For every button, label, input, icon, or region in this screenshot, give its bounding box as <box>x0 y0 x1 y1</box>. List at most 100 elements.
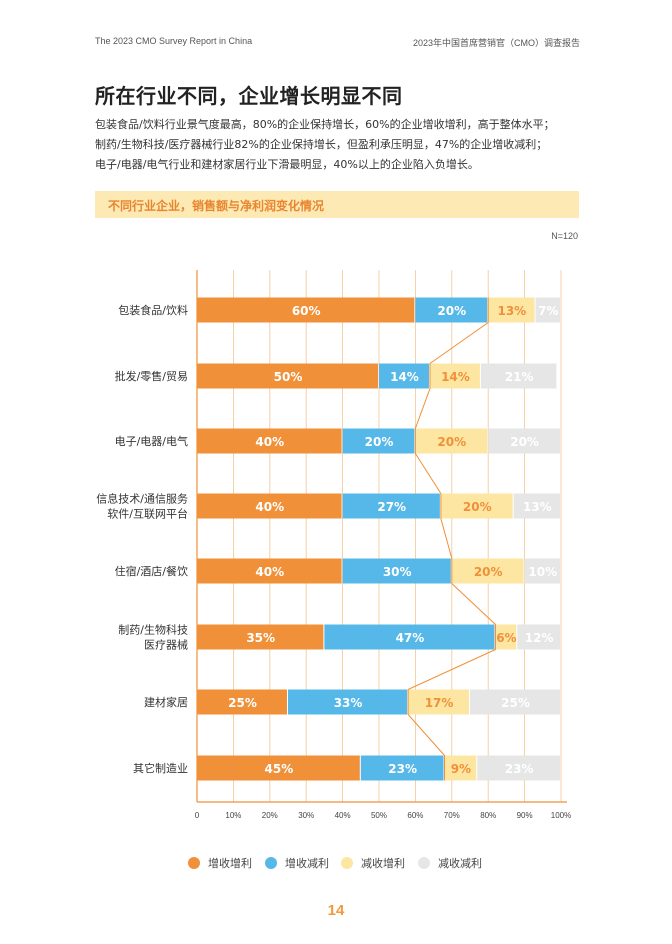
sample-size: N=120 <box>551 231 578 241</box>
description-line: 包装食品/饮料行业景气度最高，80%的企业保持增长，60%的企业增收增利，高于整… <box>95 118 555 131</box>
legend-swatch <box>341 857 353 869</box>
data-label: 40% <box>255 500 284 514</box>
category-label: 包装食品/饮料 <box>118 303 188 317</box>
bar-segment <box>342 493 440 519</box>
legend-item: 减收增利 <box>341 853 405 873</box>
bar-segment <box>197 755 360 781</box>
data-label: 27% <box>377 500 406 514</box>
category-label: 信息技术/通信服务 <box>96 492 188 506</box>
data-label: 33% <box>334 696 363 710</box>
data-label: 40% <box>255 435 284 449</box>
x-tick-label: 80% <box>480 811 496 820</box>
bar-segment <box>408 689 469 715</box>
page-title: 所在行业不同，企业增长明显不同 <box>95 84 403 108</box>
bar-segment <box>342 428 415 454</box>
data-label: 47% <box>396 631 425 645</box>
category-label: 软件/互联网平台 <box>107 507 188 521</box>
bar-segment <box>440 493 513 519</box>
data-label: 40% <box>255 565 284 579</box>
data-label: 6% <box>496 631 516 645</box>
chart-title: 不同行业企业，销售额与净利润变化情况 <box>108 199 325 213</box>
bar-segment <box>480 363 557 389</box>
data-label: 20% <box>510 435 539 449</box>
bar-segment <box>429 363 480 389</box>
x-tick-label: 50% <box>371 811 387 820</box>
legend-label: 增收减利 <box>285 857 329 870</box>
data-label: 13% <box>497 304 526 318</box>
legend-item: 增收减利 <box>265 853 329 873</box>
chart-legend: 增收增利 增收减利 减收增利 减收减利 <box>0 853 672 873</box>
legend-item: 减收减利 <box>418 853 482 873</box>
data-label: 60% <box>292 304 321 318</box>
legend-swatch <box>188 857 200 869</box>
bar-segment <box>488 428 560 454</box>
bar-segment <box>517 624 560 650</box>
bar-segment <box>524 558 560 584</box>
bar-segment <box>444 755 477 781</box>
bar-segment <box>197 493 342 519</box>
bar-segment <box>197 624 324 650</box>
data-label: 20% <box>474 565 503 579</box>
bar-segment <box>197 428 342 454</box>
category-label: 批发/零售/贸易 <box>115 369 188 383</box>
bar-segment <box>197 363 378 389</box>
x-tick-label: 70% <box>444 811 460 820</box>
data-label: 20% <box>365 435 394 449</box>
data-label: 25% <box>501 696 530 710</box>
x-tick-label: 100% <box>551 811 571 820</box>
legend-label: 减收减利 <box>438 857 482 870</box>
data-label: 30% <box>383 565 412 579</box>
bar-segment <box>477 755 560 781</box>
category-label: 电子/电器/电气 <box>115 434 188 448</box>
bar-segment <box>197 297 415 323</box>
data-label: 20% <box>437 435 466 449</box>
data-label: 25% <box>228 696 257 710</box>
bar-segment <box>197 689 287 715</box>
description-line: 制药/生物科技/医疗器械行业82%的企业保持增长，但盈利承压明显，47%的企业增… <box>95 138 548 151</box>
bar-segment <box>415 428 488 454</box>
description: 包装食品/饮料行业景气度最高，80%的企业保持增长，60%的企业增收增利，高于整… <box>95 115 575 175</box>
data-label: 9% <box>451 762 471 776</box>
bar-segment <box>513 493 560 519</box>
bar-segment <box>288 689 408 715</box>
bar-segment <box>495 624 517 650</box>
x-tick-label: 40% <box>335 811 351 820</box>
x-tick-label: 90% <box>517 811 533 820</box>
bar-segment <box>451 558 524 584</box>
data-label: 35% <box>246 631 275 645</box>
legend-item: 增收增利 <box>188 853 252 873</box>
legend-swatch <box>265 857 277 869</box>
page-number: 14 <box>327 902 345 919</box>
x-tick-label: 60% <box>407 811 423 820</box>
report-title-cn: 2023年中国首席营销官（CMO）调查报告 <box>412 38 580 48</box>
report-title-en: The 2023 CMO Survey Report in China <box>95 36 253 46</box>
data-label: 12% <box>525 631 554 645</box>
legend-label: 减收增利 <box>361 857 405 870</box>
bar-segment <box>342 558 451 584</box>
x-tick-label: 30% <box>298 811 314 820</box>
data-label: 45% <box>265 762 294 776</box>
category-label: 医疗器械 <box>144 638 188 652</box>
legend-label: 增收增利 <box>208 857 252 870</box>
bar-segment <box>488 297 535 323</box>
x-tick-label: 20% <box>262 811 278 820</box>
description-line: 电子/电器/电气行业和建材家居行业下滑最明显，40%以上的企业陷入负增长。 <box>95 158 479 171</box>
data-label: 20% <box>437 304 466 318</box>
data-label: 17% <box>425 696 454 710</box>
data-label: 21% <box>505 370 534 384</box>
bar-segment <box>197 558 342 584</box>
legend-swatch <box>418 857 430 869</box>
category-label: 建材家居 <box>144 695 188 709</box>
category-label: 住宿/酒店/餐饮 <box>115 564 188 578</box>
category-label: 其它制造业 <box>133 761 188 775</box>
data-label: 13% <box>523 500 552 514</box>
data-label: 14% <box>441 370 470 384</box>
chart-banner: 不同行业企业，销售额与净利润变化情况 <box>95 191 579 218</box>
data-label: 50% <box>274 370 303 384</box>
data-label: 14% <box>390 370 419 384</box>
data-label: 23% <box>505 762 534 776</box>
bar-segment <box>360 755 444 781</box>
x-tick-label: 10% <box>225 811 241 820</box>
x-tick-label: 0 <box>195 811 200 820</box>
